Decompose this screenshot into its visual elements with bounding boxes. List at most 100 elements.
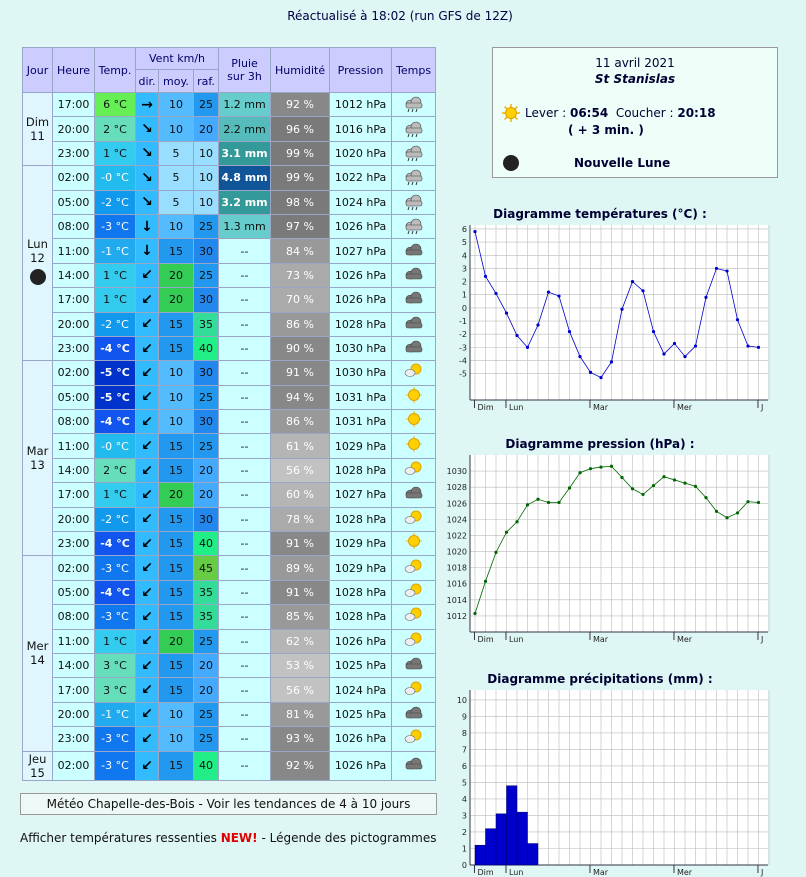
cell: ↙ [135,311,159,337]
cell: ↙ [135,262,159,289]
cell: 20 [192,652,220,679]
cell: 92 % [270,750,331,781]
y-tick-label: -4 [459,357,467,366]
cell: 02:00 [52,165,95,191]
forecast-row: 17:00 1 °C ↙ 20 30 -- 70 % 1026 hPa [23,287,437,313]
weather-icon [405,243,422,255]
cell: 3.1 mm [218,140,272,167]
point [494,291,498,296]
day-date: 13 [30,458,45,473]
cell: 1029 hPa [329,433,393,459]
legend-link[interactable]: - Légende des pictogrammes [261,831,437,845]
weather-icon [405,267,422,280]
x-tick-label: Mar [593,635,609,644]
cell: 15 [158,750,194,781]
cell: 35 [192,311,220,337]
point [693,484,698,488]
cell: 17:00 [52,91,95,118]
forecast-row: 05:00 -4 °C ↙ 15 35 -- 91 % 1028 hPa [23,579,437,606]
cell: 20 [192,116,220,142]
cell: 97 % [270,213,331,240]
y-tick-label: 9 [462,712,467,721]
weather-icon [405,533,422,550]
forecast-row: 05:00 -2 °C ↘ 5 10 3.2 mm 98 % 1024 hPa [23,189,437,215]
col-header: dir. [135,69,159,93]
cell: ↙ [135,457,159,484]
weather-icon [404,363,422,378]
cell: -- [218,311,272,337]
feels-link[interactable]: Afficher températures ressenties [20,831,217,845]
cell: -1 °C [94,701,136,728]
day-cell: Lun 12 [22,165,53,362]
weather-icon [405,96,422,113]
point [599,465,603,469]
cell: 5 [158,165,194,191]
point [630,279,635,284]
col-header: raf. [192,69,220,93]
y-tick-label: -1 [459,317,467,326]
bar [485,828,497,866]
forecast-row: 17:00 1 °C ↙ 20 20 -- 60 % 1027 hPa [23,482,437,508]
cell: 1028 hPa [329,506,393,533]
cell: -3 °C [94,750,136,781]
cell: ↙ [135,360,159,386]
cell: 40 [192,335,220,362]
forecast-row: 11:00 1 °C ↙ 20 25 -- 62 % 1026 hPa [23,628,437,654]
col-header: Pression [329,47,393,93]
cell: -4 °C [94,409,136,435]
cell: 23:00 [52,335,95,362]
bar [474,844,486,866]
cell: 53 % [270,652,331,679]
cell: 86 % [270,409,331,435]
cell: ↙ [135,482,159,508]
cell: 11:00 [52,433,95,459]
weather-icon [405,657,422,670]
icon-cell [391,652,437,679]
point [515,520,519,524]
y-tick-label: 10 [457,696,467,705]
day-name: Mer [26,639,49,654]
x-tick-label: Lun [509,868,523,877]
point [714,509,719,513]
cell: 15 [158,506,194,533]
point [494,550,498,554]
x-tick-label: Dim [477,403,493,412]
cell: 1020 hPa [329,140,393,167]
trend-link[interactable]: Météo Chapelle-des-Bois - Voir les tenda… [20,793,437,815]
series-line [474,231,759,379]
cell: 20 [192,482,220,508]
point [756,345,761,349]
point [725,269,729,273]
cell: 98 % [270,189,331,215]
y-tick-label: 3 [462,811,467,820]
weather-icon [405,292,422,304]
forecast-row: Jeu 15 02:00 -3 °C ↙ 15 40 -- 92 % 1026 hPa [22,750,437,781]
cell: 20 [158,262,194,289]
moon-phase: Nouvelle Lune [574,156,671,170]
cell: 10 [158,384,194,411]
x-tick-label: J [760,635,763,644]
x-tick-label: J [760,403,763,412]
cell: → [135,91,159,118]
point [662,475,666,479]
cell: 30 [192,360,220,386]
cell: 25 [192,726,220,752]
cell: 1028 hPa [329,457,393,484]
cell: 15 [158,457,194,484]
weather-icon [405,706,422,719]
day-cell: Jeu 15 [22,750,53,781]
cell: 3.2 mm [218,189,272,215]
cell: 1026 hPa [329,628,393,654]
point [504,530,509,534]
point [630,487,635,491]
col-header: Vent km/h [134,47,220,70]
cell: -2 °C [94,311,136,337]
point [567,329,572,334]
col-header-line: sur 3h [227,70,262,83]
label: Lever : [525,106,567,120]
icon-cell [391,409,437,435]
cell: 3 °C [94,677,136,703]
cell: 20 [158,287,194,313]
cell: 1 °C [94,140,136,167]
